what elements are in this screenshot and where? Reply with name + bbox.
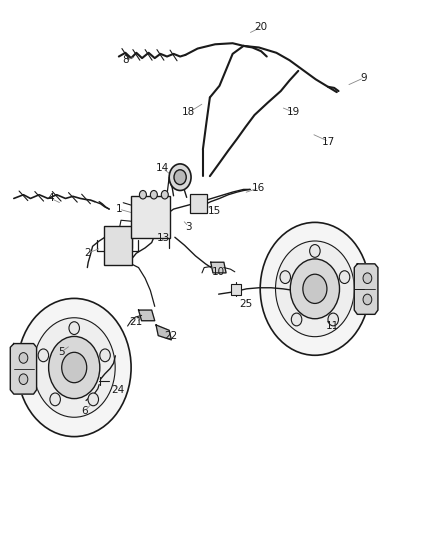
Circle shape xyxy=(173,169,186,184)
Text: 2: 2 xyxy=(84,248,91,258)
Text: 20: 20 xyxy=(254,22,267,33)
Circle shape xyxy=(362,273,371,284)
FancyBboxPatch shape xyxy=(103,226,131,265)
Text: 13: 13 xyxy=(156,233,170,244)
Text: 9: 9 xyxy=(360,73,367,83)
Text: 24: 24 xyxy=(111,385,124,395)
Circle shape xyxy=(279,271,290,284)
FancyBboxPatch shape xyxy=(231,284,240,295)
Text: 10: 10 xyxy=(212,267,225,277)
FancyBboxPatch shape xyxy=(131,196,170,238)
Circle shape xyxy=(150,190,157,199)
Circle shape xyxy=(291,313,301,326)
Text: 21: 21 xyxy=(130,317,143,327)
Text: 14: 14 xyxy=(155,163,169,173)
Circle shape xyxy=(49,336,99,399)
Circle shape xyxy=(99,349,110,362)
Text: 16: 16 xyxy=(252,183,265,193)
Polygon shape xyxy=(353,264,377,314)
Circle shape xyxy=(88,393,98,406)
Circle shape xyxy=(161,190,168,199)
Circle shape xyxy=(309,245,319,257)
Text: 17: 17 xyxy=(321,136,335,147)
Circle shape xyxy=(169,164,191,190)
Circle shape xyxy=(17,298,131,437)
Polygon shape xyxy=(11,344,36,394)
Text: 8: 8 xyxy=(122,55,128,65)
Circle shape xyxy=(290,259,339,319)
Circle shape xyxy=(260,222,369,356)
Circle shape xyxy=(33,318,115,417)
Circle shape xyxy=(327,313,338,326)
Text: 18: 18 xyxy=(182,107,195,117)
Circle shape xyxy=(362,294,371,305)
Text: 25: 25 xyxy=(239,298,252,309)
Text: 11: 11 xyxy=(325,321,338,331)
Polygon shape xyxy=(138,310,154,321)
Circle shape xyxy=(38,349,49,362)
Circle shape xyxy=(139,190,146,199)
Polygon shape xyxy=(155,325,171,340)
Circle shape xyxy=(19,353,28,364)
FancyBboxPatch shape xyxy=(190,194,207,213)
Circle shape xyxy=(339,271,349,284)
Circle shape xyxy=(275,241,353,337)
Text: 19: 19 xyxy=(286,107,300,117)
Text: 4: 4 xyxy=(48,193,54,204)
Polygon shape xyxy=(210,262,226,273)
Circle shape xyxy=(62,352,87,383)
Circle shape xyxy=(302,274,326,303)
Text: 15: 15 xyxy=(207,206,220,216)
Text: 22: 22 xyxy=(163,330,177,341)
Circle shape xyxy=(50,393,60,406)
Text: 3: 3 xyxy=(185,222,192,232)
Text: 6: 6 xyxy=(81,406,88,416)
Circle shape xyxy=(19,374,28,384)
Text: 1: 1 xyxy=(115,204,122,214)
Circle shape xyxy=(69,322,79,335)
Text: 5: 5 xyxy=(59,346,65,357)
